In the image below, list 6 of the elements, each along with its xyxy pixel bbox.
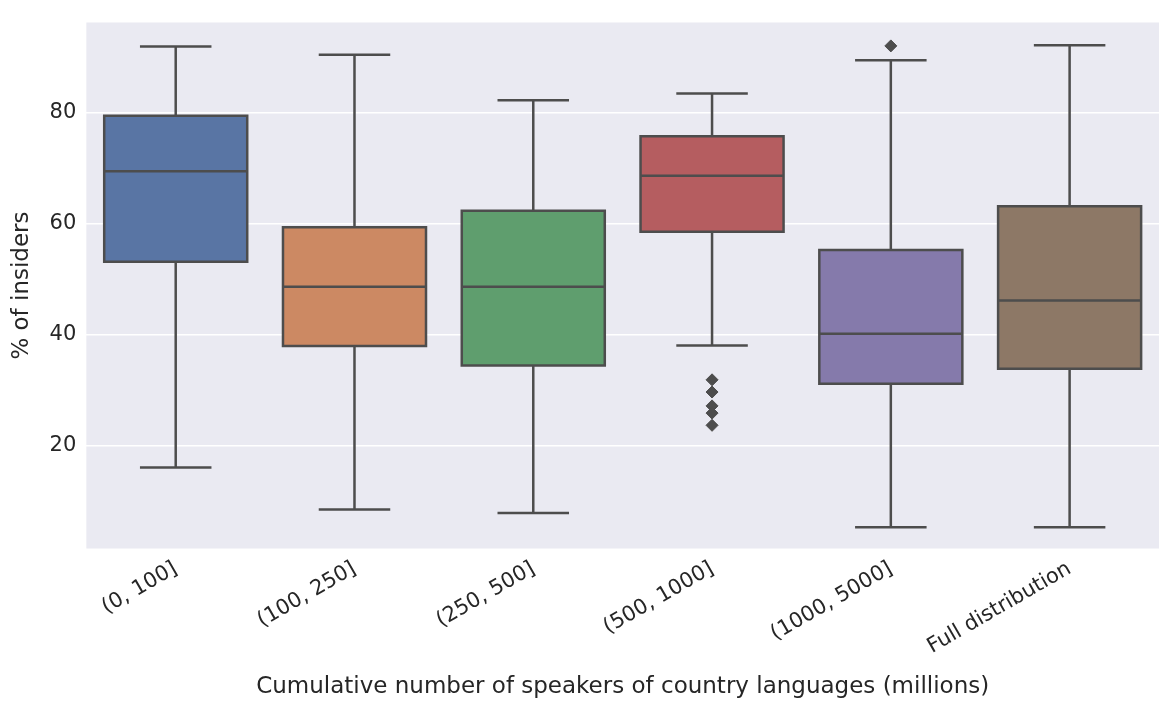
x-axis-title: Cumulative number of speakers of country languages (millions): [256, 672, 990, 699]
y-tick-label: 60: [49, 209, 77, 234]
y-tick-label: 80: [49, 98, 77, 123]
y-tick-label: 20: [49, 431, 77, 456]
y-tick-label: 40: [49, 320, 77, 345]
y-axis-title: % of insiders: [6, 211, 33, 360]
